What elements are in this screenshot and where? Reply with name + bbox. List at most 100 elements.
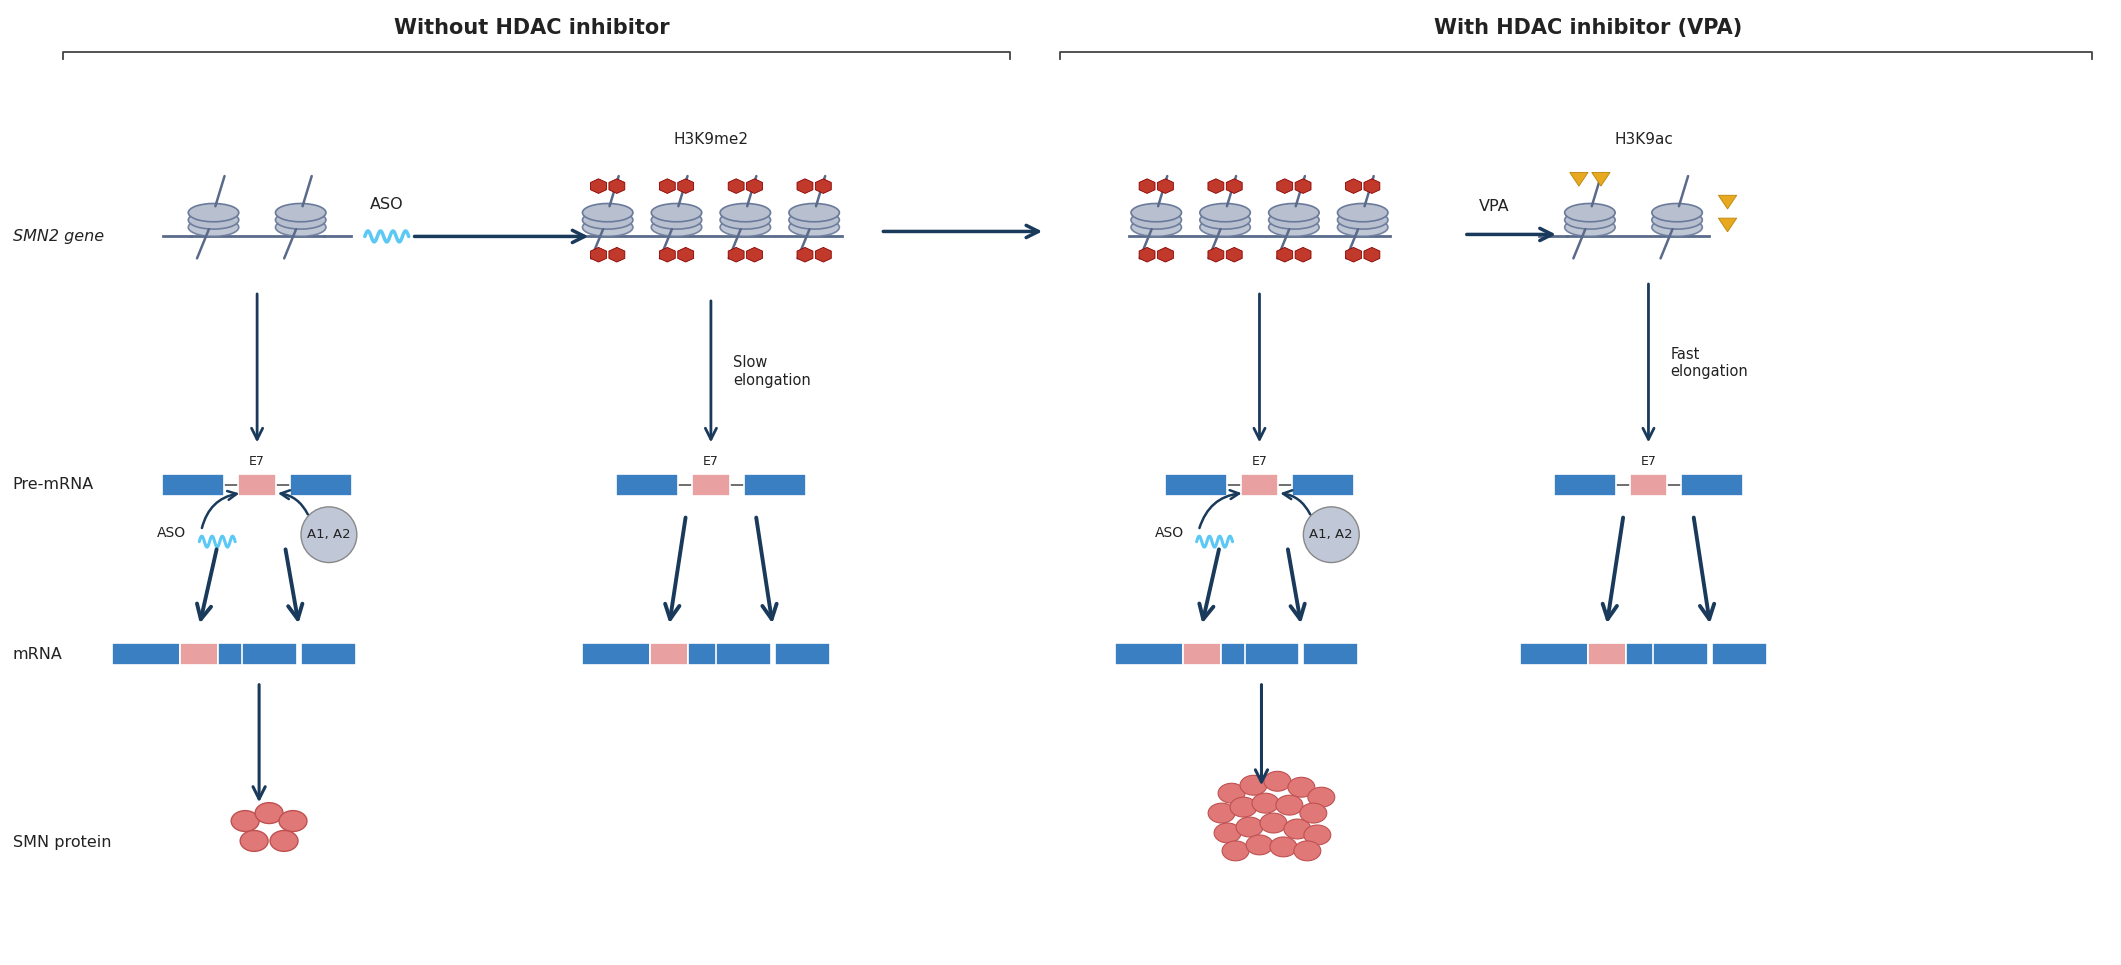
Ellipse shape bbox=[1652, 218, 1703, 236]
Polygon shape bbox=[814, 179, 831, 193]
FancyBboxPatch shape bbox=[1184, 643, 1220, 665]
Polygon shape bbox=[590, 247, 607, 262]
Ellipse shape bbox=[189, 218, 240, 236]
Ellipse shape bbox=[1565, 218, 1616, 236]
Text: With HDAC inhibitor (VPA): With HDAC inhibitor (VPA) bbox=[1434, 17, 1743, 38]
FancyBboxPatch shape bbox=[218, 643, 286, 665]
FancyBboxPatch shape bbox=[1304, 643, 1357, 665]
Polygon shape bbox=[797, 179, 812, 193]
FancyBboxPatch shape bbox=[1654, 643, 1707, 665]
Text: E7: E7 bbox=[248, 455, 265, 468]
Ellipse shape bbox=[789, 210, 840, 229]
Ellipse shape bbox=[1241, 775, 1266, 795]
Ellipse shape bbox=[276, 204, 327, 222]
Ellipse shape bbox=[1304, 825, 1330, 845]
Ellipse shape bbox=[721, 204, 770, 222]
Ellipse shape bbox=[1130, 210, 1181, 229]
FancyBboxPatch shape bbox=[291, 474, 352, 496]
Polygon shape bbox=[1139, 247, 1156, 262]
Polygon shape bbox=[814, 247, 831, 262]
FancyBboxPatch shape bbox=[180, 643, 218, 665]
Ellipse shape bbox=[1309, 787, 1334, 807]
FancyBboxPatch shape bbox=[163, 474, 225, 496]
Ellipse shape bbox=[1222, 841, 1249, 861]
FancyBboxPatch shape bbox=[1521, 643, 1589, 665]
Text: A1, A2: A1, A2 bbox=[1309, 528, 1353, 541]
Ellipse shape bbox=[1268, 218, 1319, 236]
Ellipse shape bbox=[1200, 210, 1249, 229]
Polygon shape bbox=[728, 247, 744, 262]
Ellipse shape bbox=[255, 803, 282, 823]
Polygon shape bbox=[1209, 247, 1224, 262]
Ellipse shape bbox=[1217, 784, 1245, 803]
Ellipse shape bbox=[651, 218, 702, 236]
Ellipse shape bbox=[583, 210, 632, 229]
Polygon shape bbox=[1296, 179, 1311, 193]
FancyBboxPatch shape bbox=[112, 643, 180, 665]
FancyBboxPatch shape bbox=[717, 643, 770, 665]
Polygon shape bbox=[1718, 218, 1737, 232]
Ellipse shape bbox=[1130, 204, 1181, 222]
Ellipse shape bbox=[651, 204, 702, 222]
FancyBboxPatch shape bbox=[774, 643, 829, 665]
Ellipse shape bbox=[1652, 210, 1703, 229]
Circle shape bbox=[301, 507, 356, 563]
Text: VPA: VPA bbox=[1478, 199, 1510, 213]
Ellipse shape bbox=[240, 831, 267, 851]
Ellipse shape bbox=[721, 210, 770, 229]
Ellipse shape bbox=[651, 210, 702, 229]
FancyBboxPatch shape bbox=[649, 643, 687, 665]
FancyBboxPatch shape bbox=[1164, 474, 1226, 496]
Ellipse shape bbox=[1200, 204, 1249, 222]
Ellipse shape bbox=[1245, 835, 1273, 855]
Text: ASO: ASO bbox=[369, 197, 403, 211]
FancyBboxPatch shape bbox=[744, 474, 806, 496]
Ellipse shape bbox=[789, 218, 840, 236]
Text: Slow
elongation: Slow elongation bbox=[734, 355, 810, 388]
Polygon shape bbox=[1226, 179, 1243, 193]
Text: E7: E7 bbox=[1251, 455, 1268, 468]
Text: SMN protein: SMN protein bbox=[13, 836, 110, 850]
Ellipse shape bbox=[1338, 218, 1387, 236]
Ellipse shape bbox=[1283, 819, 1311, 839]
FancyBboxPatch shape bbox=[301, 643, 356, 665]
Polygon shape bbox=[1277, 179, 1292, 193]
FancyBboxPatch shape bbox=[1241, 474, 1279, 496]
Ellipse shape bbox=[1268, 210, 1319, 229]
Ellipse shape bbox=[1565, 204, 1616, 222]
FancyBboxPatch shape bbox=[1712, 643, 1767, 665]
Ellipse shape bbox=[276, 210, 327, 229]
Polygon shape bbox=[679, 247, 694, 262]
Text: Pre-mRNA: Pre-mRNA bbox=[13, 478, 93, 492]
Polygon shape bbox=[1718, 195, 1737, 209]
Ellipse shape bbox=[1209, 803, 1234, 823]
Text: H3K9me2: H3K9me2 bbox=[674, 132, 749, 147]
Ellipse shape bbox=[269, 831, 299, 851]
Ellipse shape bbox=[1213, 823, 1241, 842]
Polygon shape bbox=[1364, 247, 1381, 262]
FancyBboxPatch shape bbox=[1116, 643, 1184, 665]
Polygon shape bbox=[747, 247, 761, 262]
Ellipse shape bbox=[1260, 813, 1287, 833]
Text: mRNA: mRNA bbox=[13, 647, 64, 661]
FancyBboxPatch shape bbox=[1292, 474, 1353, 496]
Polygon shape bbox=[660, 179, 674, 193]
Polygon shape bbox=[1296, 247, 1311, 262]
Text: SMN2 gene: SMN2 gene bbox=[13, 229, 104, 244]
Ellipse shape bbox=[1652, 204, 1703, 222]
Polygon shape bbox=[1570, 173, 1589, 186]
FancyBboxPatch shape bbox=[1682, 474, 1743, 496]
Ellipse shape bbox=[189, 204, 240, 222]
Polygon shape bbox=[679, 179, 694, 193]
Ellipse shape bbox=[1287, 777, 1315, 797]
Ellipse shape bbox=[1200, 218, 1249, 236]
FancyBboxPatch shape bbox=[1220, 643, 1287, 665]
Text: E7: E7 bbox=[1640, 455, 1657, 468]
Text: Fast
elongation: Fast elongation bbox=[1671, 347, 1748, 379]
Ellipse shape bbox=[1270, 837, 1296, 857]
Ellipse shape bbox=[1338, 210, 1387, 229]
Ellipse shape bbox=[1264, 771, 1292, 791]
FancyBboxPatch shape bbox=[691, 474, 730, 496]
Ellipse shape bbox=[1300, 803, 1328, 823]
Ellipse shape bbox=[1294, 841, 1321, 861]
